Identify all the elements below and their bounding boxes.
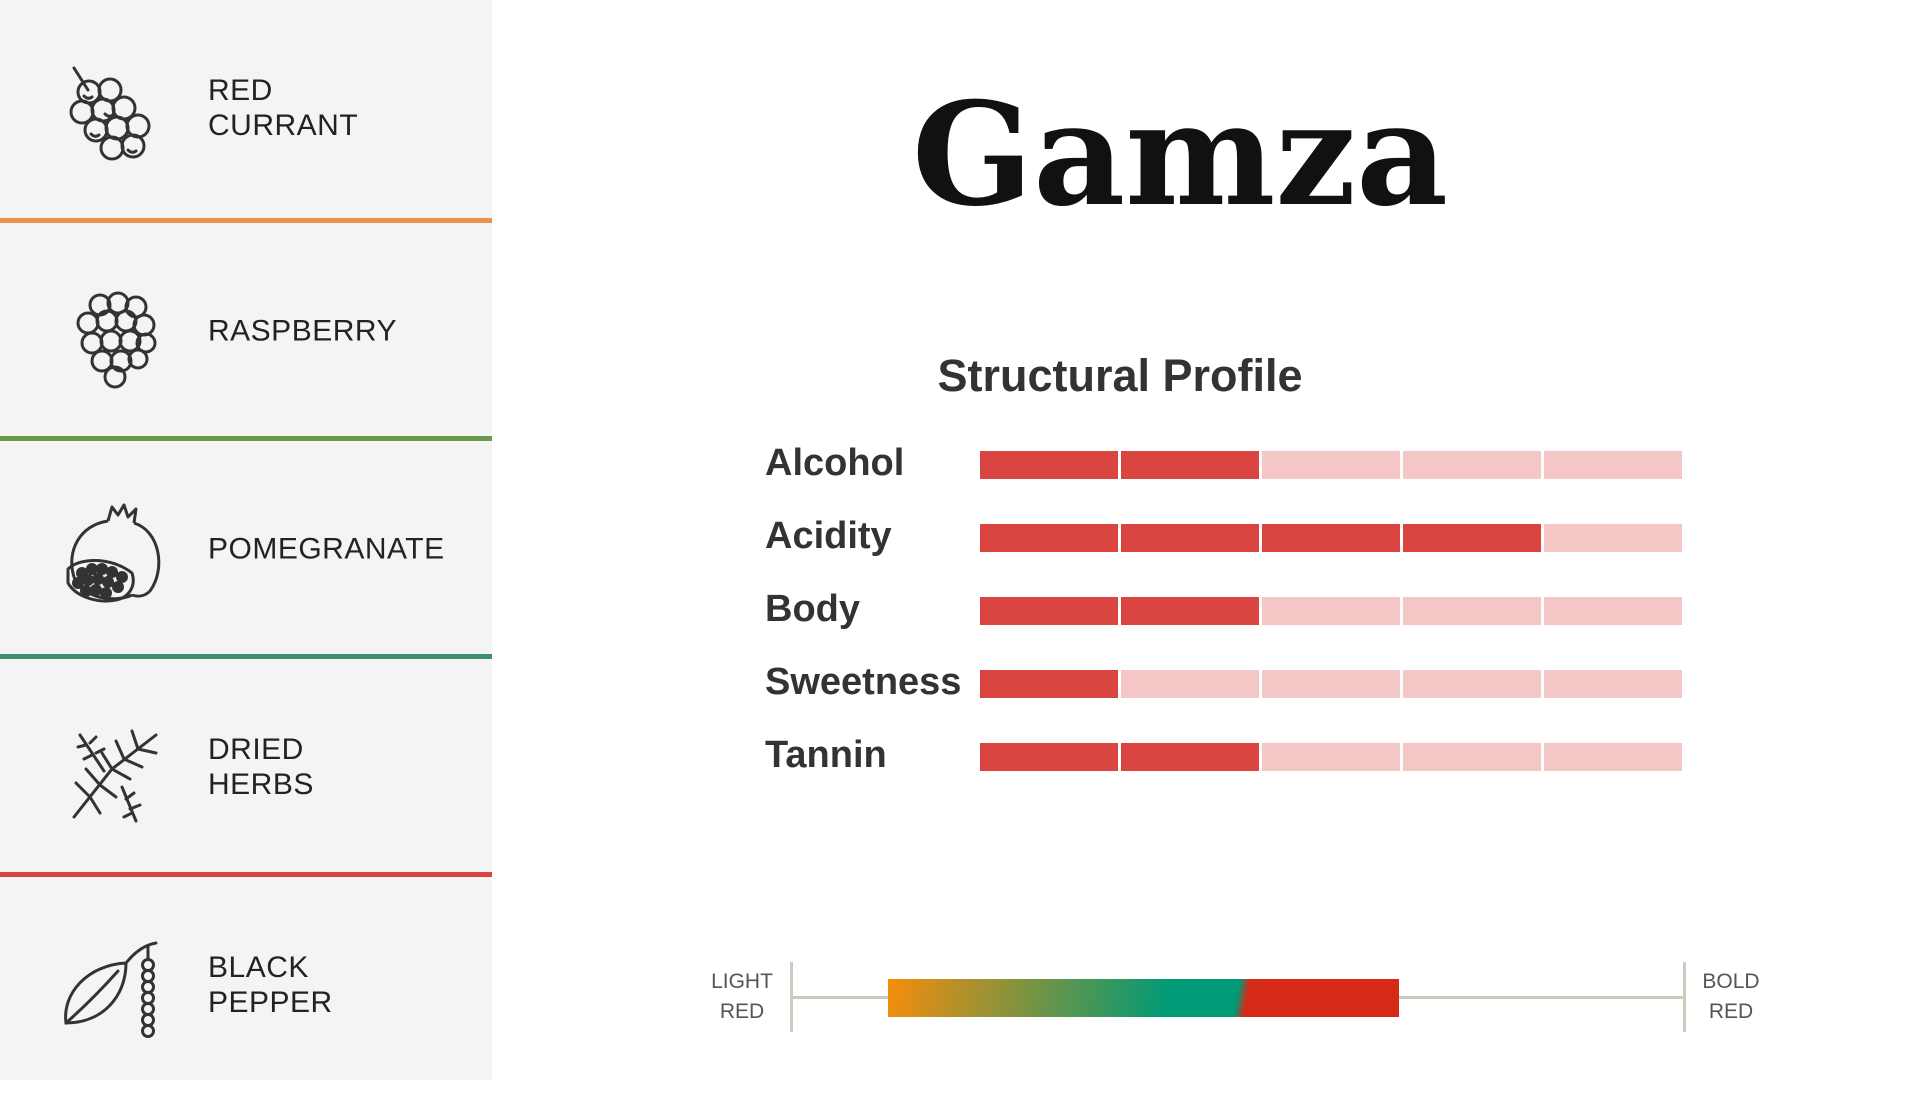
scale-tick-right: [1683, 962, 1686, 1032]
profile-segment-empty: [1262, 597, 1400, 625]
profile-row-alcohol: Alcohol: [765, 443, 1765, 483]
profile-segment-filled: [980, 670, 1118, 698]
tasting-note-label: RASPBERRY: [208, 314, 398, 348]
profile-segment-empty: [1544, 743, 1682, 771]
profile-segment-filled: [1121, 524, 1259, 552]
black-pepper-icon: [64, 941, 158, 1038]
profile-segment-filled: [1262, 524, 1400, 552]
profile-segment-filled: [980, 451, 1118, 479]
profile-segment-empty: [1262, 451, 1400, 479]
profile-label: Sweetness: [765, 661, 962, 703]
profile-segment-filled: [1121, 743, 1259, 771]
tasting-note-divider: [0, 436, 492, 441]
profile-segment-filled: [1121, 451, 1259, 479]
tasting-note-dried-herbs: DRIED HERBS: [0, 659, 492, 875]
profile-row-body: Body: [765, 589, 1765, 629]
profile-segment-empty: [1403, 451, 1541, 479]
dried-herbs-icon: [72, 729, 158, 823]
profile-segment-filled: [980, 524, 1118, 552]
profile-segment-empty: [1121, 670, 1259, 698]
profile-segment-filled: [980, 743, 1118, 771]
profile-segment-empty: [1262, 670, 1400, 698]
style-range-bar: [888, 979, 1399, 1017]
profile-segment-empty: [1403, 743, 1541, 771]
wine-title: Gamza: [911, 72, 1449, 238]
profile-segment-empty: [1262, 743, 1400, 771]
profile-segment-empty: [1403, 670, 1541, 698]
profile-label: Tannin: [765, 734, 887, 776]
profile-label: Body: [765, 588, 860, 630]
profile-label: Alcohol: [765, 442, 905, 484]
structural-profile-title: Structural Profile: [937, 350, 1303, 401]
tasting-note-divider: [0, 218, 492, 223]
red-currant-icon: [69, 66, 151, 161]
scale-label-light-red: LIGHT RED: [711, 970, 773, 1023]
profile-label: Acidity: [765, 515, 892, 557]
profile-segment-filled: [1121, 597, 1259, 625]
profile-row-acidity: Acidity: [765, 516, 1765, 556]
tasting-note-raspberry: RASPBERRY: [0, 223, 492, 439]
profile-row-sweetness: Sweetness: [765, 662, 1765, 702]
tasting-note-label: RED CURRANT: [208, 74, 359, 142]
profile-segment-empty: [1544, 524, 1682, 552]
profile-segment-empty: [1403, 597, 1541, 625]
profile-segment-filled: [1403, 524, 1541, 552]
raspberry-icon: [76, 291, 157, 389]
tasting-note-label: DRIED HERBS: [208, 733, 314, 801]
profile-segment-empty: [1544, 597, 1682, 625]
profile-segment-empty: [1544, 670, 1682, 698]
tasting-notes-panel: RED CURRANT RASPBERRY POMEGRANATE: [0, 0, 492, 1080]
pomegranate-icon: [66, 503, 161, 603]
profile-segment-empty: [1544, 451, 1682, 479]
tasting-note-black-pepper: BLACK PEPPER: [0, 877, 492, 1093]
tasting-note-label: BLACK PEPPER: [208, 951, 333, 1019]
profile-row-tannin: Tannin: [765, 735, 1765, 775]
tasting-note-divider: [0, 654, 492, 659]
tasting-note-red-currant: RED CURRANT: [0, 0, 492, 216]
tasting-note-pomegranate: POMEGRANATE: [0, 441, 492, 657]
scale-label-bold-red: BOLD RED: [1702, 970, 1760, 1023]
tasting-note-label: POMEGRANATE: [208, 532, 445, 566]
tasting-note-divider: [0, 872, 492, 877]
profile-segment-filled: [980, 597, 1118, 625]
